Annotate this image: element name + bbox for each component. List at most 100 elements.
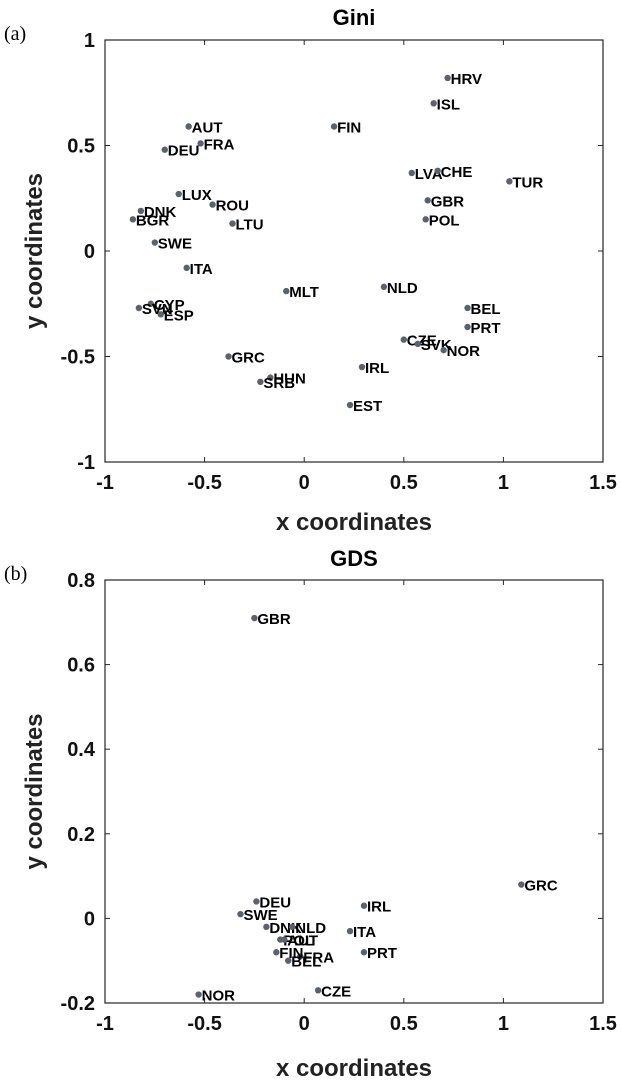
- data-point-label: DEU: [259, 894, 291, 911]
- x-axis-label: x coordinates: [276, 1055, 432, 1082]
- data-point-label: BEL: [471, 301, 501, 318]
- data-point: [229, 220, 236, 227]
- data-point: [380, 283, 388, 291]
- data-point: [185, 123, 192, 130]
- y-tick-label: 0: [84, 908, 95, 930]
- x-tick-label: 1: [498, 1013, 509, 1035]
- data-point: [289, 923, 296, 931]
- data-point: [263, 923, 270, 931]
- data-point-label: CZE: [321, 983, 351, 1000]
- data-point-label: TUR: [512, 174, 543, 191]
- data-point: [414, 340, 421, 348]
- data-point: [183, 264, 190, 272]
- panel-letter: (b): [4, 563, 27, 585]
- data-point: [360, 902, 368, 909]
- x-tick-label: -1: [96, 1013, 114, 1035]
- data-point-label: NLD: [295, 920, 326, 937]
- data-point: [195, 991, 202, 998]
- data-point-label: CHE: [441, 164, 473, 181]
- y-tick-label: 0.8: [67, 570, 95, 592]
- data-point-label: IRL: [367, 899, 391, 916]
- chart-title: Gini: [333, 5, 376, 30]
- data-point: [346, 927, 354, 935]
- data-point: [137, 207, 145, 215]
- data-point: [360, 949, 368, 956]
- data-point: [273, 949, 280, 956]
- data-point: [253, 898, 260, 905]
- data-point-label: GRC: [232, 350, 266, 367]
- y-tick-label: 0.4: [67, 739, 96, 761]
- y-tick-label: -1: [77, 452, 95, 474]
- data-point-label: BEL: [291, 954, 321, 971]
- data-point: [444, 74, 451, 82]
- data-point-label: PRT: [471, 320, 501, 337]
- data-point-label: DNK: [144, 204, 177, 221]
- y-tick-label: 0.5: [67, 136, 95, 158]
- data-point-label: FRA: [303, 949, 334, 966]
- x-tick-label: 0.5: [390, 472, 418, 494]
- plot-frame: [104, 579, 604, 1004]
- data-point: [314, 987, 322, 994]
- y-tick-label: 0: [84, 241, 95, 263]
- data-point-label: ITA: [353, 924, 376, 941]
- data-point-label: POL: [429, 212, 460, 229]
- x-tick-label: 0: [299, 1013, 310, 1035]
- data-point-label: NOR: [202, 988, 236, 1005]
- x-tick-label: -0.5: [187, 472, 221, 494]
- data-point-label: SWE: [158, 236, 192, 253]
- y-tick-label: -0.5: [61, 347, 95, 369]
- data-point: [135, 304, 143, 312]
- data-point: [283, 287, 290, 295]
- data-point: [358, 363, 366, 371]
- data-point-label: ITA: [190, 261, 213, 278]
- x-tick-label: 1.5: [589, 1013, 617, 1035]
- data-point: [518, 881, 525, 888]
- data-point-label: FRA: [204, 136, 235, 153]
- y-tick-label: 1: [84, 30, 95, 52]
- data-point: [330, 123, 338, 130]
- panel-letter: (a): [4, 23, 26, 45]
- data-point-label: LUX: [182, 187, 212, 204]
- data-point-label: CZE: [407, 333, 437, 350]
- data-point-label: ROU: [216, 198, 249, 215]
- data-point: [464, 304, 471, 312]
- data-point: [506, 178, 513, 185]
- data-point: [346, 401, 354, 409]
- data-point: [157, 311, 164, 318]
- data-point: [434, 167, 441, 175]
- data-point: [147, 300, 155, 307]
- data-point-label: LTU: [235, 217, 263, 234]
- data-point: [197, 140, 204, 147]
- data-point: [400, 336, 407, 343]
- data-point-label: SWE: [243, 907, 277, 924]
- data-point-label: FIN: [279, 945, 303, 962]
- data-point: [464, 323, 471, 331]
- data-point: [209, 201, 216, 208]
- data-point: [257, 378, 264, 386]
- data-point-label: HRV: [451, 71, 482, 88]
- data-point: [422, 216, 429, 223]
- data-point-label: FIN: [337, 120, 361, 137]
- data-point-label: ESP: [164, 307, 194, 324]
- x-tick-label: 1.5: [589, 472, 617, 494]
- y-tick-label: 0.2: [67, 824, 95, 846]
- data-point-label: BGR: [136, 212, 170, 229]
- data-point-label: HUN: [273, 371, 306, 388]
- x-tick-label: -0.5: [187, 1013, 221, 1035]
- y-tick-label: 0.6: [67, 655, 95, 677]
- y-axis-label: y coordinates: [21, 713, 48, 869]
- data-point: [267, 374, 274, 381]
- data-point-label: NLD: [387, 280, 418, 297]
- data-point: [237, 910, 244, 918]
- x-tick-label: 0: [299, 472, 310, 494]
- y-axis-label: y coordinates: [21, 173, 48, 329]
- x-tick-label: -1: [96, 472, 114, 494]
- data-point-label: ISL: [437, 96, 460, 113]
- data-point-label: DEU: [168, 143, 200, 160]
- data-point: [285, 957, 292, 964]
- data-point: [408, 169, 415, 177]
- data-point-label: CYP: [154, 297, 185, 314]
- x-tick-label: 1: [498, 472, 509, 494]
- data-point: [129, 216, 137, 223]
